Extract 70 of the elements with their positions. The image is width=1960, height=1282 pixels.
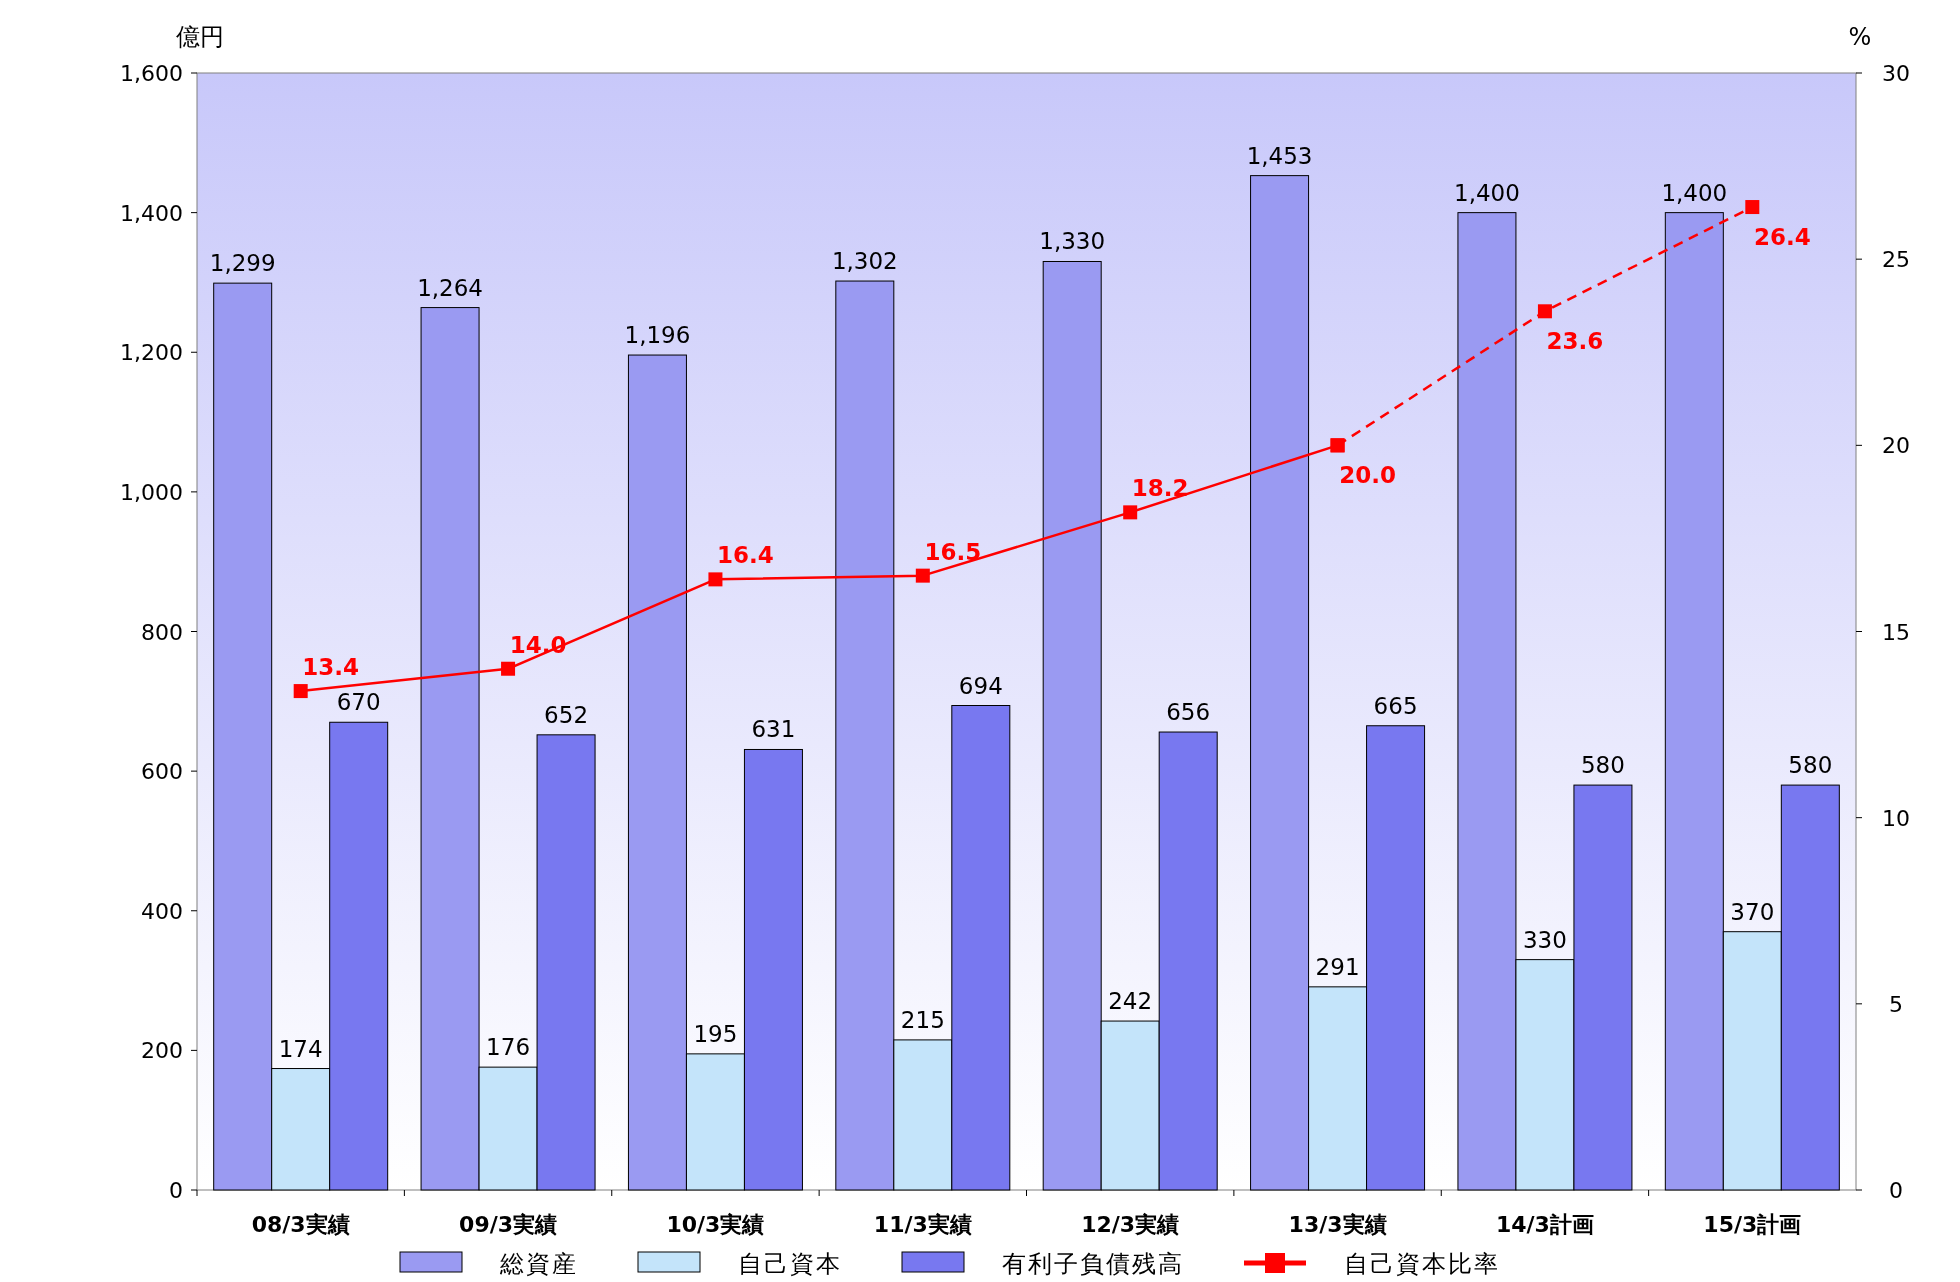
x-tick-label: 15/3計画 — [1703, 1212, 1802, 1237]
data-label: 14.0 — [509, 631, 567, 658]
data-label: 370 — [1730, 898, 1775, 925]
data-label: 20.0 — [1339, 462, 1396, 489]
data-label: 694 — [958, 672, 1003, 699]
y-tick-label: 1,400 — [120, 200, 183, 226]
x-tick-label: 12/3実績 — [1081, 1212, 1180, 1237]
point — [1745, 200, 1760, 215]
y-tick-label: 200 — [141, 1038, 183, 1064]
y2-tick-label: 15 — [1882, 619, 1910, 645]
data-label: 1,299 — [209, 250, 276, 277]
data-label: 1,400 — [1661, 179, 1728, 206]
data-label: 16.5 — [924, 538, 982, 565]
legend-label: 総資産 — [499, 1250, 578, 1278]
legend-label: 自己資本 — [738, 1250, 842, 1278]
y-tick-label: 400 — [141, 898, 183, 924]
data-label: 652 — [544, 701, 589, 728]
x-tick-label: 08/3実績 — [251, 1212, 350, 1237]
data-label: 656 — [1166, 699, 1211, 726]
point — [293, 684, 308, 699]
y-tick-label: 1,000 — [120, 479, 183, 505]
x-tick-label: 09/3実績 — [459, 1212, 558, 1237]
data-label: 23.6 — [1546, 328, 1604, 355]
data-label: 242 — [1108, 988, 1153, 1015]
y-axis-title: 億円 — [176, 23, 224, 51]
point — [1330, 438, 1345, 453]
legend-label: 自己資本比率 — [1344, 1250, 1500, 1278]
point — [915, 568, 930, 583]
y2-tick-label: 5 — [1889, 991, 1903, 1017]
x-tick-label: 10/3実績 — [666, 1212, 765, 1237]
legend-label: 有利子負債残高 — [1002, 1250, 1184, 1278]
data-label: 18.2 — [1131, 475, 1189, 502]
data-label: 1,400 — [1454, 179, 1520, 206]
y-tick-label: 600 — [141, 759, 183, 785]
data-label: 215 — [900, 1006, 945, 1033]
data-label: 13.4 — [302, 654, 360, 681]
y2-axis-title: % — [1848, 23, 1872, 51]
y2-tick-label: 0 — [1889, 1178, 1903, 1203]
data-label: 16.4 — [717, 542, 774, 569]
data-label: 1,302 — [831, 248, 898, 275]
y2-tick-label: 20 — [1882, 433, 1910, 459]
y-tick-label: 1,200 — [120, 340, 183, 366]
data-label: 580 — [1580, 752, 1625, 779]
point — [1123, 505, 1138, 520]
y2-tick-label: 25 — [1882, 247, 1910, 273]
data-label: 1,196 — [624, 322, 691, 349]
data-label: 174 — [278, 1035, 323, 1062]
data-label: 580 — [1788, 752, 1833, 779]
y2-tick-label: 30 — [1882, 61, 1910, 86]
point — [501, 661, 516, 676]
data-label: 195 — [693, 1020, 738, 1047]
y-tick-label: 0 — [169, 1178, 183, 1203]
data-label: 665 — [1373, 692, 1418, 719]
data-label: 291 — [1315, 953, 1360, 980]
data-label: 330 — [1522, 926, 1567, 953]
x-tick-label: 14/3計画 — [1495, 1212, 1594, 1237]
x-tick-label: 11/3実績 — [873, 1212, 972, 1237]
y-tick-label: 1,600 — [120, 61, 183, 86]
data-label: 631 — [751, 716, 796, 743]
point — [708, 572, 723, 587]
data-label: 1,453 — [1246, 142, 1313, 169]
data-label: 1,330 — [1039, 228, 1106, 255]
y-tick-label: 800 — [141, 619, 183, 645]
data-label: 26.4 — [1753, 224, 1811, 251]
x-tick-label: 13/3実績 — [1288, 1212, 1387, 1237]
point — [1537, 304, 1552, 319]
y2-tick-label: 10 — [1882, 805, 1910, 831]
data-label: 1,264 — [417, 274, 483, 301]
data-label: 670 — [336, 689, 381, 716]
data-label: 176 — [486, 1034, 531, 1061]
